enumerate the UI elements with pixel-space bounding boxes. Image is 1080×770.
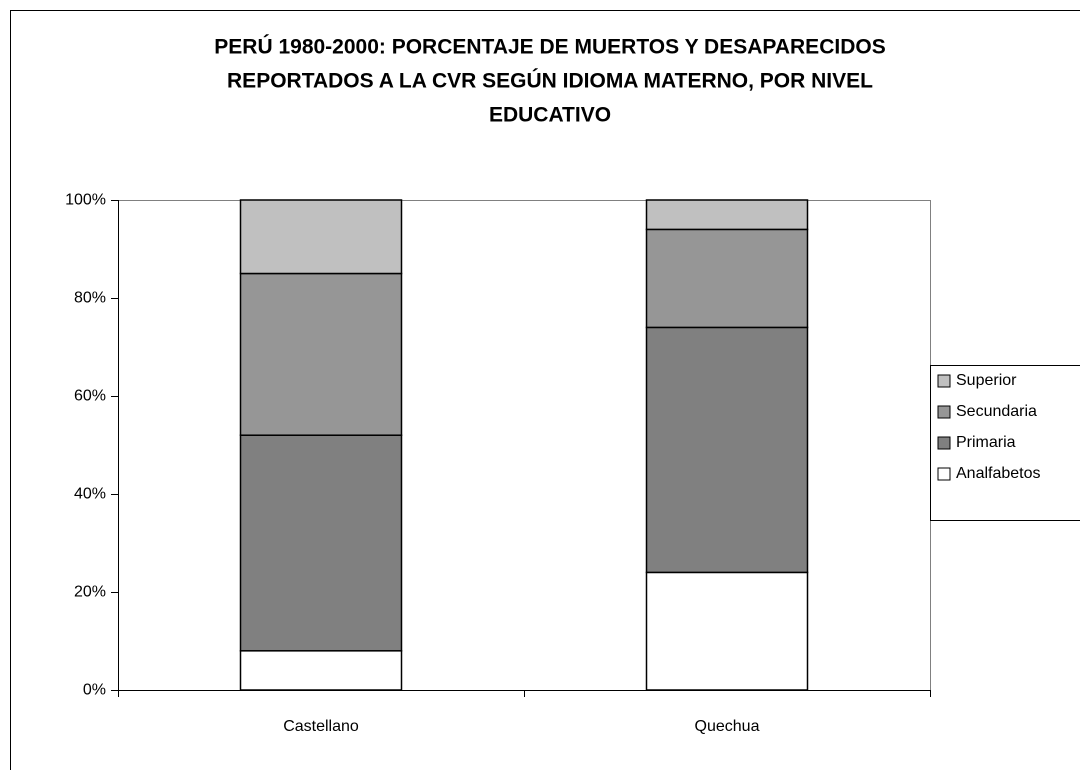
y-tick-label: 40%	[74, 486, 106, 503]
legend-box	[930, 365, 1080, 521]
y-tick-label: 60%	[74, 388, 106, 405]
legend-label: Superior	[956, 372, 1017, 389]
bar-segment	[239, 199, 403, 275]
x-tick-label: Quechua	[695, 718, 760, 735]
bar-segment	[239, 650, 403, 691]
chart-title: EDUCATIVO	[489, 104, 611, 127]
legend-swatch	[937, 467, 951, 481]
y-tick-label: 20%	[74, 584, 106, 601]
bar-segment	[239, 272, 403, 436]
y-tick-label: 80%	[74, 290, 106, 307]
chart-title: REPORTADOS A LA CVR SEGÚN IDIOMA MATERNO…	[227, 69, 873, 93]
bar-segment	[239, 434, 403, 652]
y-tick-label: 100%	[65, 192, 106, 209]
x-tick-label: Castellano	[283, 718, 359, 735]
legend-swatch	[937, 374, 951, 388]
bar-segment	[645, 326, 809, 574]
legend-swatch	[937, 436, 951, 450]
legend-label: Secundaria	[956, 403, 1037, 420]
bar-segment	[645, 571, 809, 691]
legend-swatch	[937, 405, 951, 419]
chart-title: PERÚ 1980-2000: PORCENTAJE DE MUERTOS Y …	[214, 35, 885, 59]
bar-segment	[645, 199, 809, 231]
y-tick-label: 0%	[83, 682, 106, 699]
bar-segment	[645, 228, 809, 329]
legend-label: Primaria	[956, 434, 1016, 451]
legend-label: Analfabetos	[956, 465, 1041, 482]
